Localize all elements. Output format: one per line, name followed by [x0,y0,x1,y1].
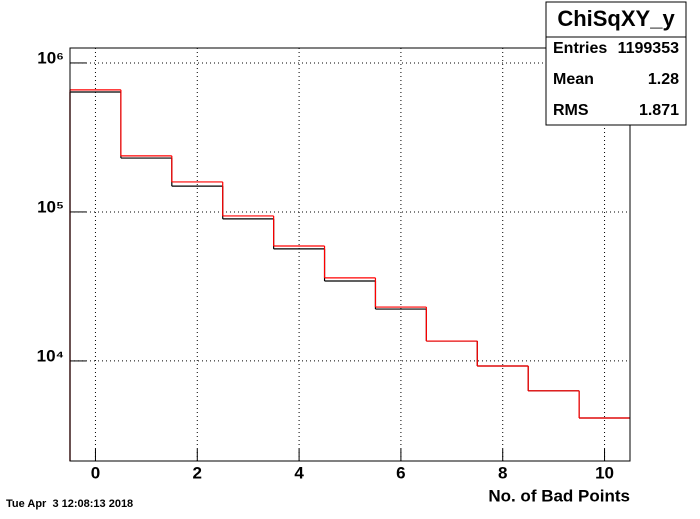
timestamp: Tue Apr 3 12:08:13 2018 [6,498,133,510]
y-tick-label: 10⁴ [37,346,64,365]
x-tick-label: 10 [595,463,614,482]
stats-value: 1.28 [648,71,679,88]
stats-box [545,1,687,126]
x-tick-label: 0 [91,463,100,482]
x-axis-label: No. of Bad Points [488,486,630,505]
x-tick-label: 4 [294,463,304,482]
stats-title: ChiSqXY_y [557,6,675,31]
y-tick-label: 10⁶ [37,48,64,67]
stats-label: Entries [553,40,607,57]
plot-frame [69,47,631,462]
stats-label: Mean [553,71,594,88]
stats-label: RMS [553,102,589,119]
x-tick-label: 6 [396,463,405,482]
x-tick-label: 8 [498,463,507,482]
stats-value: 1199353 [618,40,680,57]
stats-value: 1.871 [639,102,679,119]
y-tick-label: 10⁵ [37,197,64,216]
x-tick-label: 2 [193,463,202,482]
